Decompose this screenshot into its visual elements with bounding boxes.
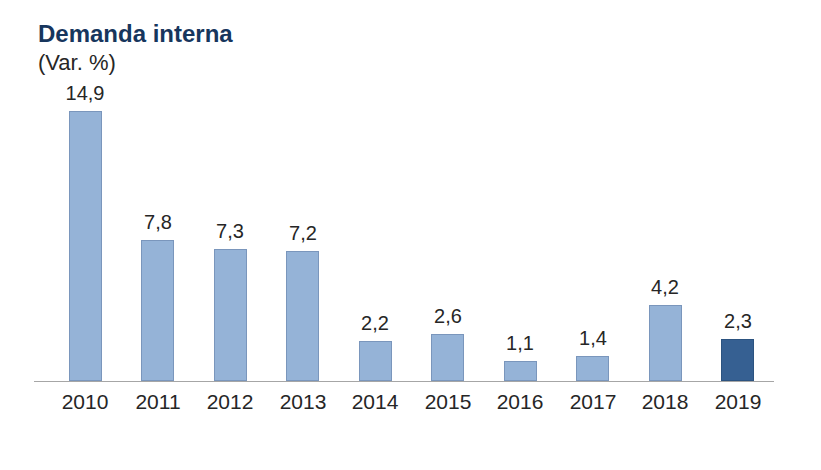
x-axis-line	[34, 381, 774, 382]
x-tick-label-2014: 2014	[335, 390, 415, 414]
x-tick-label-2012: 2012	[190, 390, 270, 414]
value-label-2019: 2,3	[698, 309, 778, 333]
plot-area: 14,9 2010 7,8 2011 7,3 2012 7,2 2013 2,2 2014 2,6 2…	[0, 0, 821, 470]
bar-2015	[431, 334, 464, 381]
value-label-2012: 7,3	[190, 219, 270, 243]
bar-2016	[504, 361, 537, 381]
bar-2017	[576, 356, 609, 381]
value-label-2015: 2,6	[408, 304, 488, 328]
value-label-2018: 4,2	[625, 275, 705, 299]
value-label-2016: 1,1	[480, 331, 560, 355]
x-tick-label-2017: 2017	[553, 390, 633, 414]
bar-2011	[141, 240, 174, 381]
value-label-2011: 7,8	[118, 210, 198, 234]
bar-chart-figure: Demanda interna (Var. %) 14,920107,82011…	[0, 0, 821, 470]
bar-2013	[286, 251, 319, 381]
x-tick-label-2019: 2019	[698, 390, 778, 414]
value-label-2014: 2,2	[335, 311, 415, 335]
x-tick-label-2013: 2013	[263, 390, 343, 414]
x-tick-label-2015: 2015	[408, 390, 488, 414]
value-label-2017: 1,4	[553, 326, 633, 350]
bar-2010	[69, 111, 102, 381]
bar-2019	[721, 339, 754, 381]
x-tick-label-2011: 2011	[118, 390, 198, 414]
x-tick-label-2016: 2016	[480, 390, 560, 414]
value-label-2013: 7,2	[263, 221, 343, 245]
bar-2018	[649, 305, 682, 381]
x-tick-label-2018: 2018	[625, 390, 705, 414]
bar-2014	[359, 341, 392, 381]
x-tick-label-2010: 2010	[45, 390, 125, 414]
bar-2012	[214, 249, 247, 381]
value-label-2010: 14,9	[45, 81, 125, 105]
